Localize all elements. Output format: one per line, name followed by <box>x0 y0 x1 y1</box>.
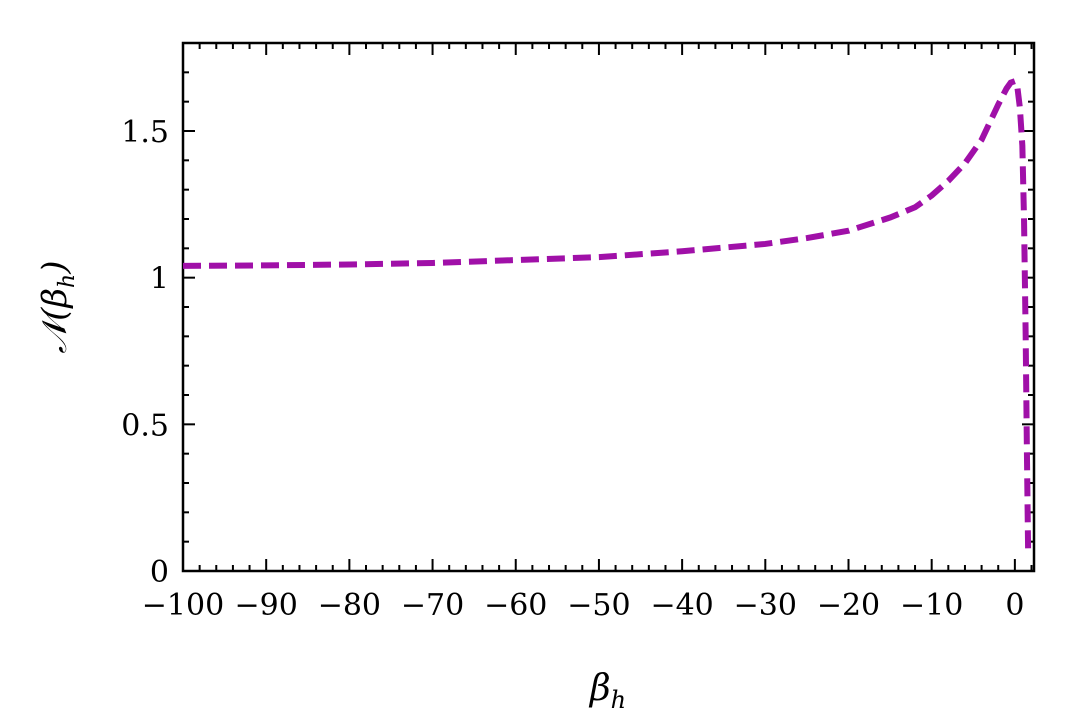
y-axis-label: 𝒩(βh) <box>35 261 80 354</box>
y-tick-label: 0 <box>150 555 169 590</box>
x-tick-label: −70 <box>401 588 464 623</box>
x-tick-label: −60 <box>484 588 547 623</box>
tick-labels: −100 −90 −80 −70 −60 −50 −40 −30 −20 −10 000.511.5 <box>121 115 1024 623</box>
x-tick-label: −20 <box>817 588 880 623</box>
plot-frame <box>181 41 1036 573</box>
x-tick-label: −90 <box>235 588 298 623</box>
x-tick-label: −100 <box>142 588 224 623</box>
series-line <box>182 77 1032 557</box>
x-tick-label: −30 <box>734 588 797 623</box>
x-tick-label: −10 <box>900 588 963 623</box>
x-tick-label: −80 <box>318 588 381 623</box>
x-tick-label: 0 <box>1005 588 1024 623</box>
x-axis-label-sub: h <box>611 686 626 714</box>
y-axis-label-sub: h <box>55 274 80 288</box>
x-tick-label: −40 <box>650 588 713 623</box>
x-tick-label: −50 <box>567 588 630 623</box>
ticks <box>182 42 1034 572</box>
x-axis-label: βh <box>588 668 626 714</box>
y-tick-label: 0.5 <box>121 408 169 443</box>
x-axis-label-main: β <box>588 668 611 709</box>
y-axis-label-suffix: ) <box>35 261 75 275</box>
y-tick-label: 1.5 <box>121 115 169 150</box>
y-axis-label-prefix: 𝒩(β <box>35 288 75 354</box>
y-tick-label: 1 <box>150 262 169 297</box>
